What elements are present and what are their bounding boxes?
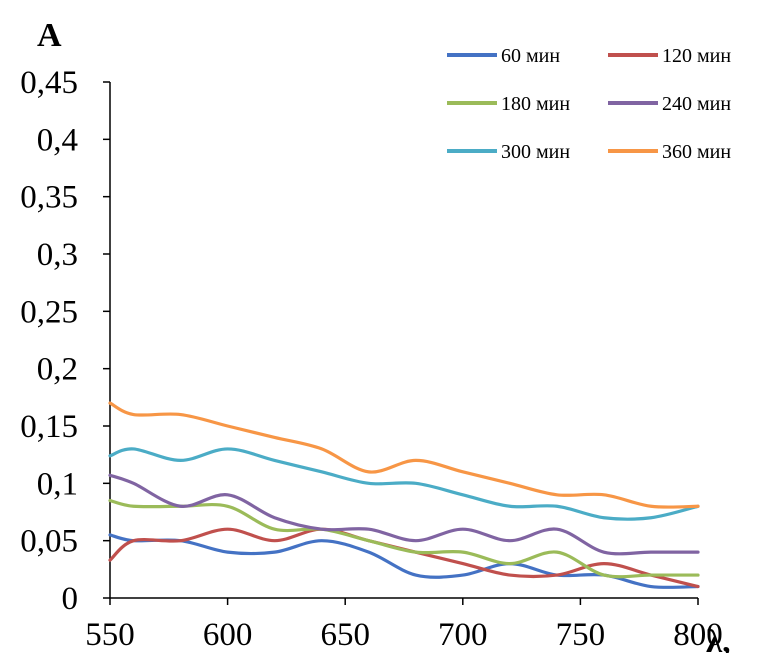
legend-label: 60 мин [501,45,560,67]
y-tick-label: 0,25 [20,294,78,330]
y-tick-label: 0,2 [37,352,78,388]
x-tick-label: 800 [673,617,723,653]
x-axis-title: λ, [706,624,730,653]
series-line-5 [108,447,700,521]
x-tick-label: 650 [320,617,370,653]
y-tick-label: 0,15 [20,409,78,445]
y-tick-label: 0,3 [37,237,78,273]
x-tick-label: 600 [203,617,253,653]
legend-item: 120 мин [608,45,731,67]
legend-item: 180 мин [447,93,570,115]
legend-label: 300 мин [501,141,570,163]
y-tick-label: 0,1 [37,466,78,502]
y-tick-label: 0,4 [37,122,78,158]
y-ticks: 0 0,05 0,1 0,15 0,2 0,25 0,3 0,35 0,4 0,45 [20,65,110,617]
legend-label: 240 мин [662,93,731,115]
y-tick-label: 0,05 [20,524,78,560]
series-lines [108,401,700,589]
y-tick-label: 0 [62,581,79,617]
legend-item: 360 мин [608,141,731,163]
y-axis-title: A [37,17,62,54]
x-tick-label: 550 [85,617,135,653]
legend-item: 60 мин [447,45,560,67]
x-tick-label: 700 [438,617,488,653]
x-ticks: 550 600 650 700 750 800 [85,598,723,653]
legend-label: 120 мин [662,45,731,67]
legend-item: 300 мин [447,141,570,163]
y-tick-label: 0,35 [20,180,78,216]
series-line-1 [108,533,700,589]
y-tick-label: 0,45 [20,65,78,101]
legend: 60 мин 120 мин 180 мин 240 мин 300 мин 360 ми… [447,45,731,163]
legend-label: 360 мин [662,141,731,163]
series-line-6 [108,401,700,509]
x-tick-label: 750 [556,617,606,653]
series-line-4 [108,473,700,556]
legend-label: 180 мин [501,93,570,115]
legend-item: 240 мин [608,93,731,115]
